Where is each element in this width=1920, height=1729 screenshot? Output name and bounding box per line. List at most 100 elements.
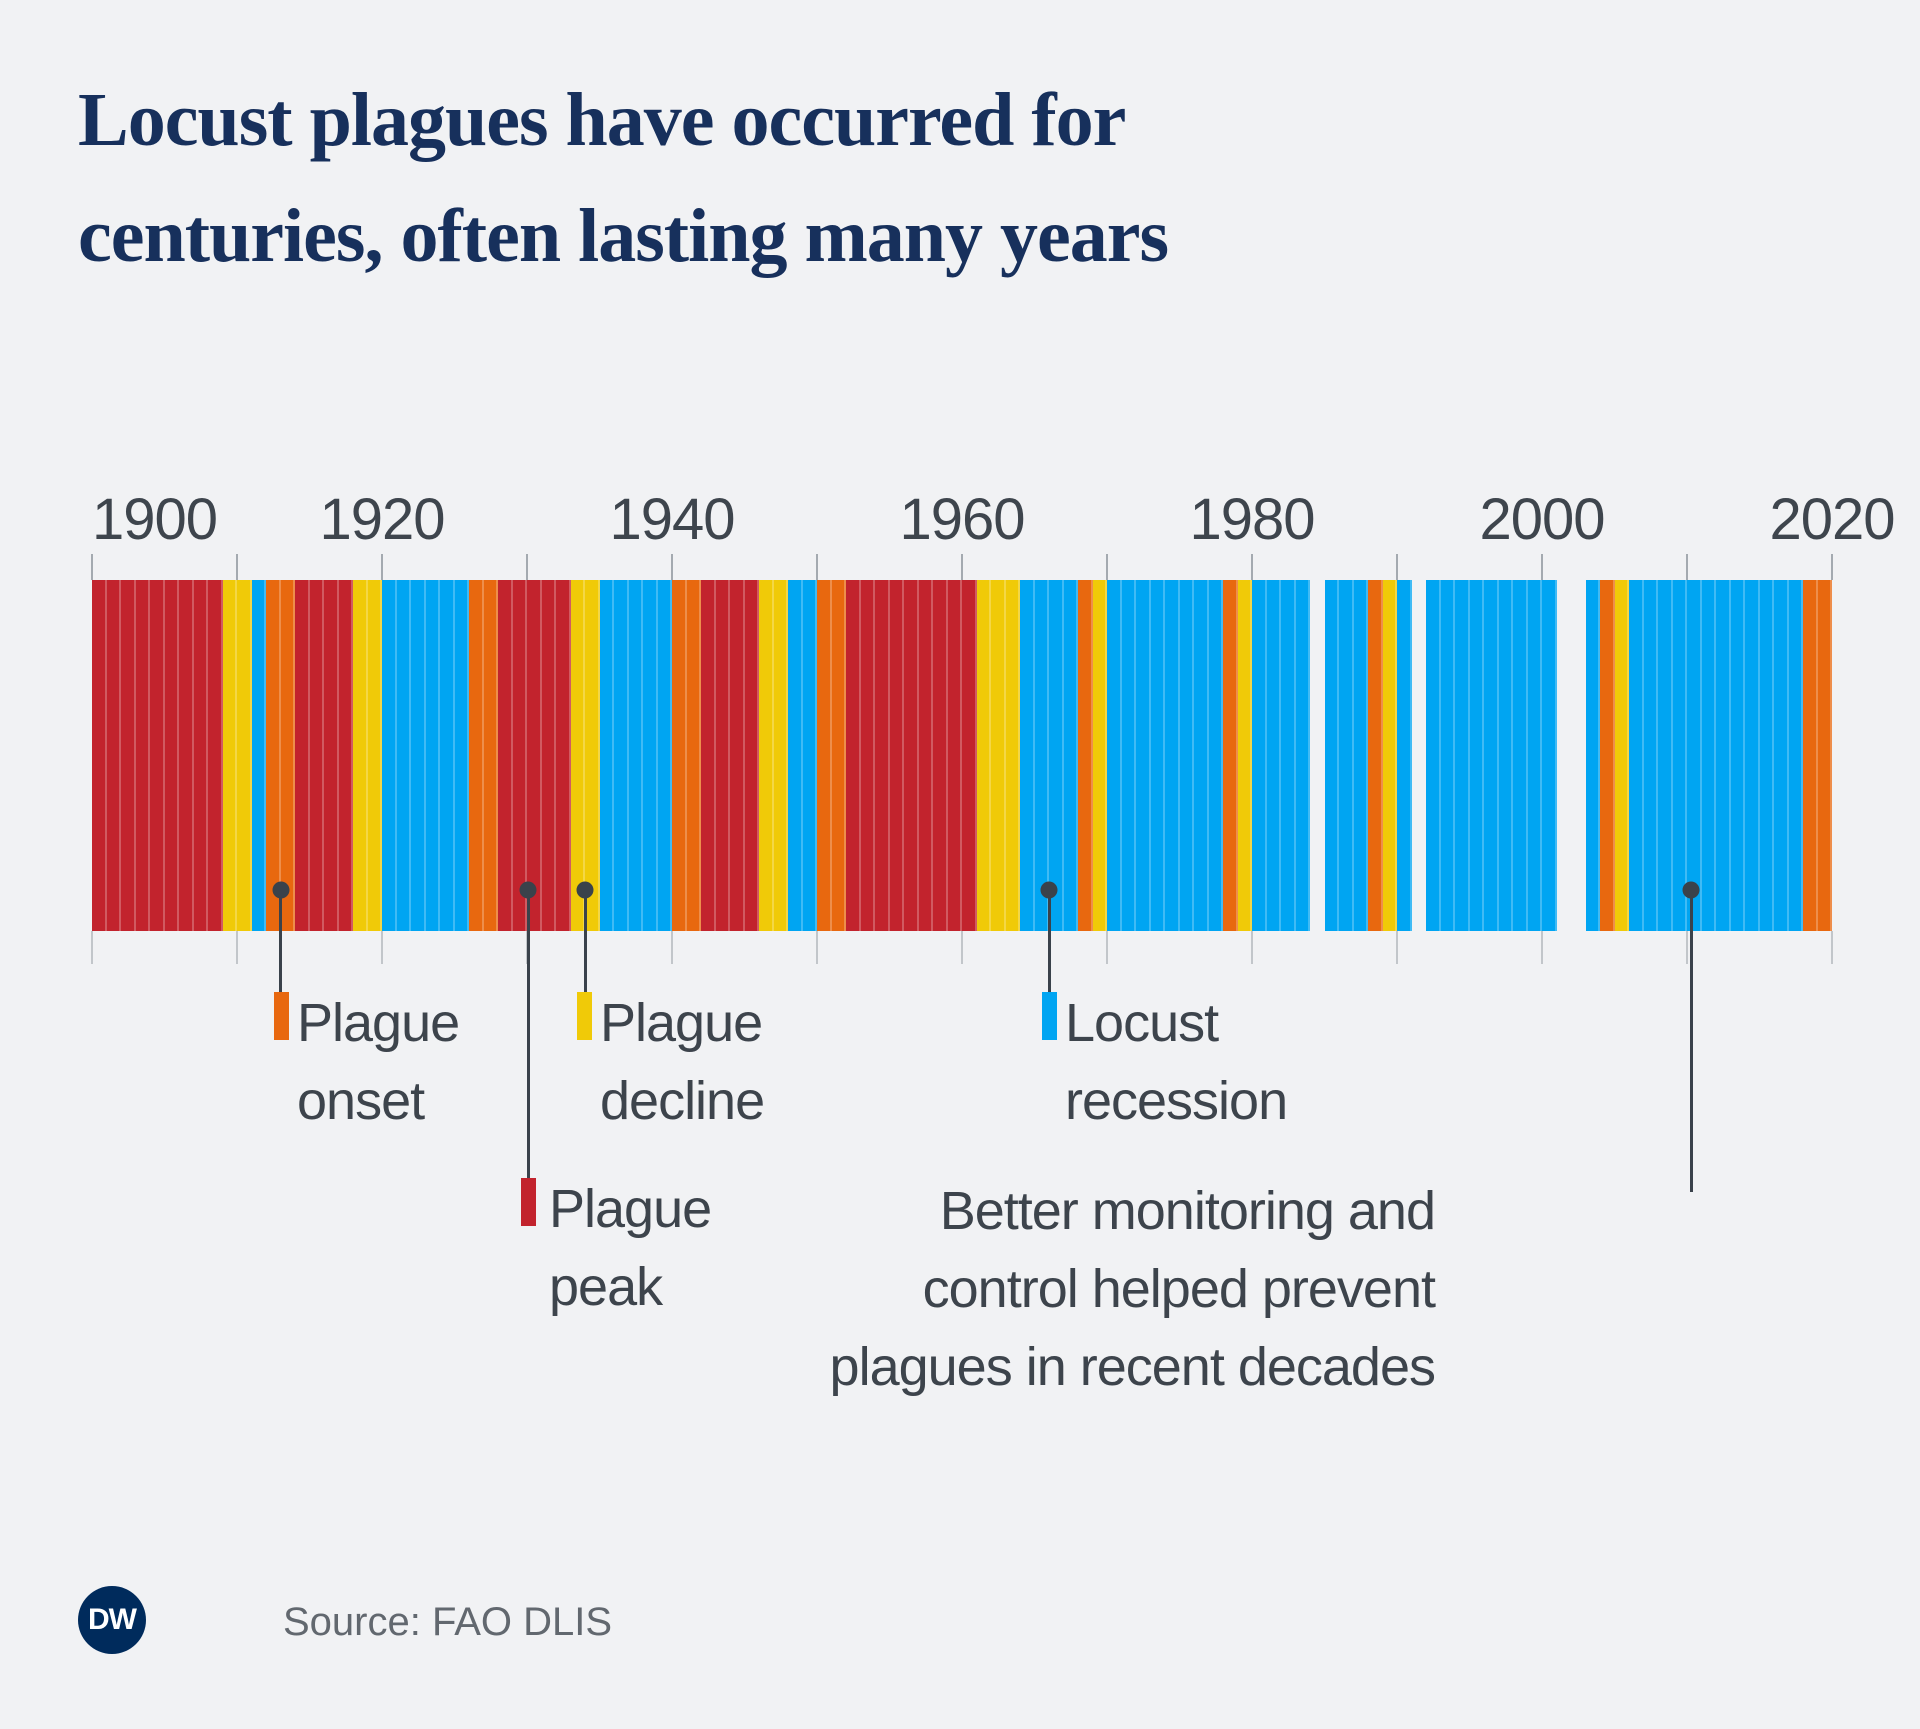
year-cell-1958-peak [933,580,948,931]
year-cell-2014-recession [1745,580,1760,931]
year-cell-1968-onset [1078,580,1093,931]
year-cell-1969-decline [1092,580,1107,931]
axis-label-1960: 1960 [899,487,1025,552]
legend-recession: Locust recession [1065,984,1288,1140]
callout-dot-onset [272,881,289,899]
year-cell-1959-peak [947,580,962,931]
year-cell-1937-recession [628,580,643,931]
year-cell-1908-peak [208,580,223,931]
axis-tick-1960-top [961,554,963,580]
year-cell-1901-peak [106,580,121,931]
axis-tick-1970-top [1106,554,1108,580]
axis-tick-1970-bottom [1106,931,1108,964]
year-cell-1999-recession [1527,580,1542,931]
year-cell-2018-onset [1803,580,1818,931]
year-cell-1982-recession [1281,580,1296,931]
axis-tick-1990-bottom [1396,931,1398,964]
year-cell-1915-peak [309,580,324,931]
callout-dot-recession [1040,881,1058,899]
year-cell-1912-onset [266,580,281,931]
year-cell-1987-recession [1353,580,1368,931]
year-cell-1996-recession [1484,580,1499,931]
year-cell-1989-decline [1382,580,1397,931]
legend-peak-line2: peak [549,1257,663,1317]
year-cell-1957-peak [918,580,933,931]
axis-label-1940: 1940 [609,487,735,552]
page-title: Locust plagues have occurred for centuri… [78,62,1169,294]
legend-peak: Plague peak [549,1170,712,1326]
axis-tick-2000-bottom [1541,931,1543,964]
year-cell-1922-recession [411,580,426,931]
year-cell-1935-recession [599,580,614,931]
axis-tick-1950-top [816,554,818,580]
year-cell-1936-recession [614,580,629,931]
year-cell-1998-recession [1513,580,1528,931]
year-cell-2000-recession [1542,580,1557,931]
axis-label-1900: 1900 [92,487,218,552]
year-cell-2007-recession [1643,580,1658,931]
legend-onset: Plague onset [297,984,460,1140]
callout-dot-monitoring [1682,881,1700,899]
dw-logo: DW [78,1586,146,1654]
year-cell-1997-recession [1498,580,1513,931]
axis-tick-1960-bottom [961,931,963,964]
axis-tick-1920-top [381,554,383,580]
year-cell-1946-decline [759,580,774,931]
year-cell-1970-recession [1107,580,1122,931]
callout-line-monitoring [1689,890,1693,1192]
year-cell-2011-recession [1701,580,1716,931]
year-cell-1907-peak [193,580,208,931]
axis-tick-1910-bottom [236,931,238,964]
year-cell-1927-onset [483,580,498,931]
legend-decline-line2: decline [600,1071,765,1131]
axis-label-2020: 2020 [1769,487,1895,552]
year-cell-1940-onset [672,580,687,931]
year-cell-1988-onset [1368,580,1383,931]
year-cell-2006-recession [1629,580,1644,931]
axis-tick-2000-top [1541,554,1543,580]
axis-tick-1980-bottom [1251,931,1253,964]
year-cell-2008-recession [1658,580,1673,931]
year-cell-1960-peak [962,580,977,931]
axis-label-1980: 1980 [1189,487,1315,552]
year-cell-1965-recession [1034,580,1049,931]
year-cell-1903-peak [135,580,150,931]
legend-recession-line1: Locust [1065,993,1219,1053]
year-cell-1979-decline [1237,580,1252,931]
year-cell-2015-recession [1759,580,1774,931]
year-cell-1930-peak [527,580,542,931]
year-cell-1985-recession [1324,580,1339,931]
axis-tick-1940-bottom [671,931,673,964]
year-cell-1916-peak [324,580,339,931]
axis-tick-2010-bottom [1686,931,1688,964]
year-cell-1910-decline [237,580,252,931]
year-cell-1972-recession [1136,580,1151,931]
callout-line-peak [526,890,530,1178]
year-cell-1914-peak [295,580,310,931]
year-cell-1909-decline [222,580,237,931]
axis-label-2000: 2000 [1479,487,1605,552]
year-cell-1938-recession [643,580,658,931]
year-cell-1966-recession [1049,580,1064,931]
year-cell-1944-peak [730,580,745,931]
legend-onset-line1: Plague [297,993,460,1053]
year-cell-1902-peak [121,580,136,931]
year-cell-1949-recession [802,580,817,931]
axis-tick-1930-top [526,554,528,580]
year-cell-1924-recession [440,580,455,931]
year-cell-1990-recession [1397,580,1412,931]
year-cell-1992-recession [1426,580,1441,931]
year-cell-1928-peak [498,580,513,931]
axis-tick-1940-top [671,554,673,580]
year-cell-2003-recession [1585,580,1600,931]
axis-tick-1920-bottom [381,931,383,964]
year-cell-1941-onset [686,580,701,931]
year-cell-1919-decline [367,580,382,931]
axis-tick-2020-bottom [1831,931,1833,964]
year-cell-2017-recession [1788,580,1803,931]
year-cell-1954-peak [875,580,890,931]
annotation-monitoring: Better monitoring and control helped pre… [830,1172,1436,1406]
callout-line-decline [583,890,587,992]
year-cell-2019-onset [1817,580,1832,931]
